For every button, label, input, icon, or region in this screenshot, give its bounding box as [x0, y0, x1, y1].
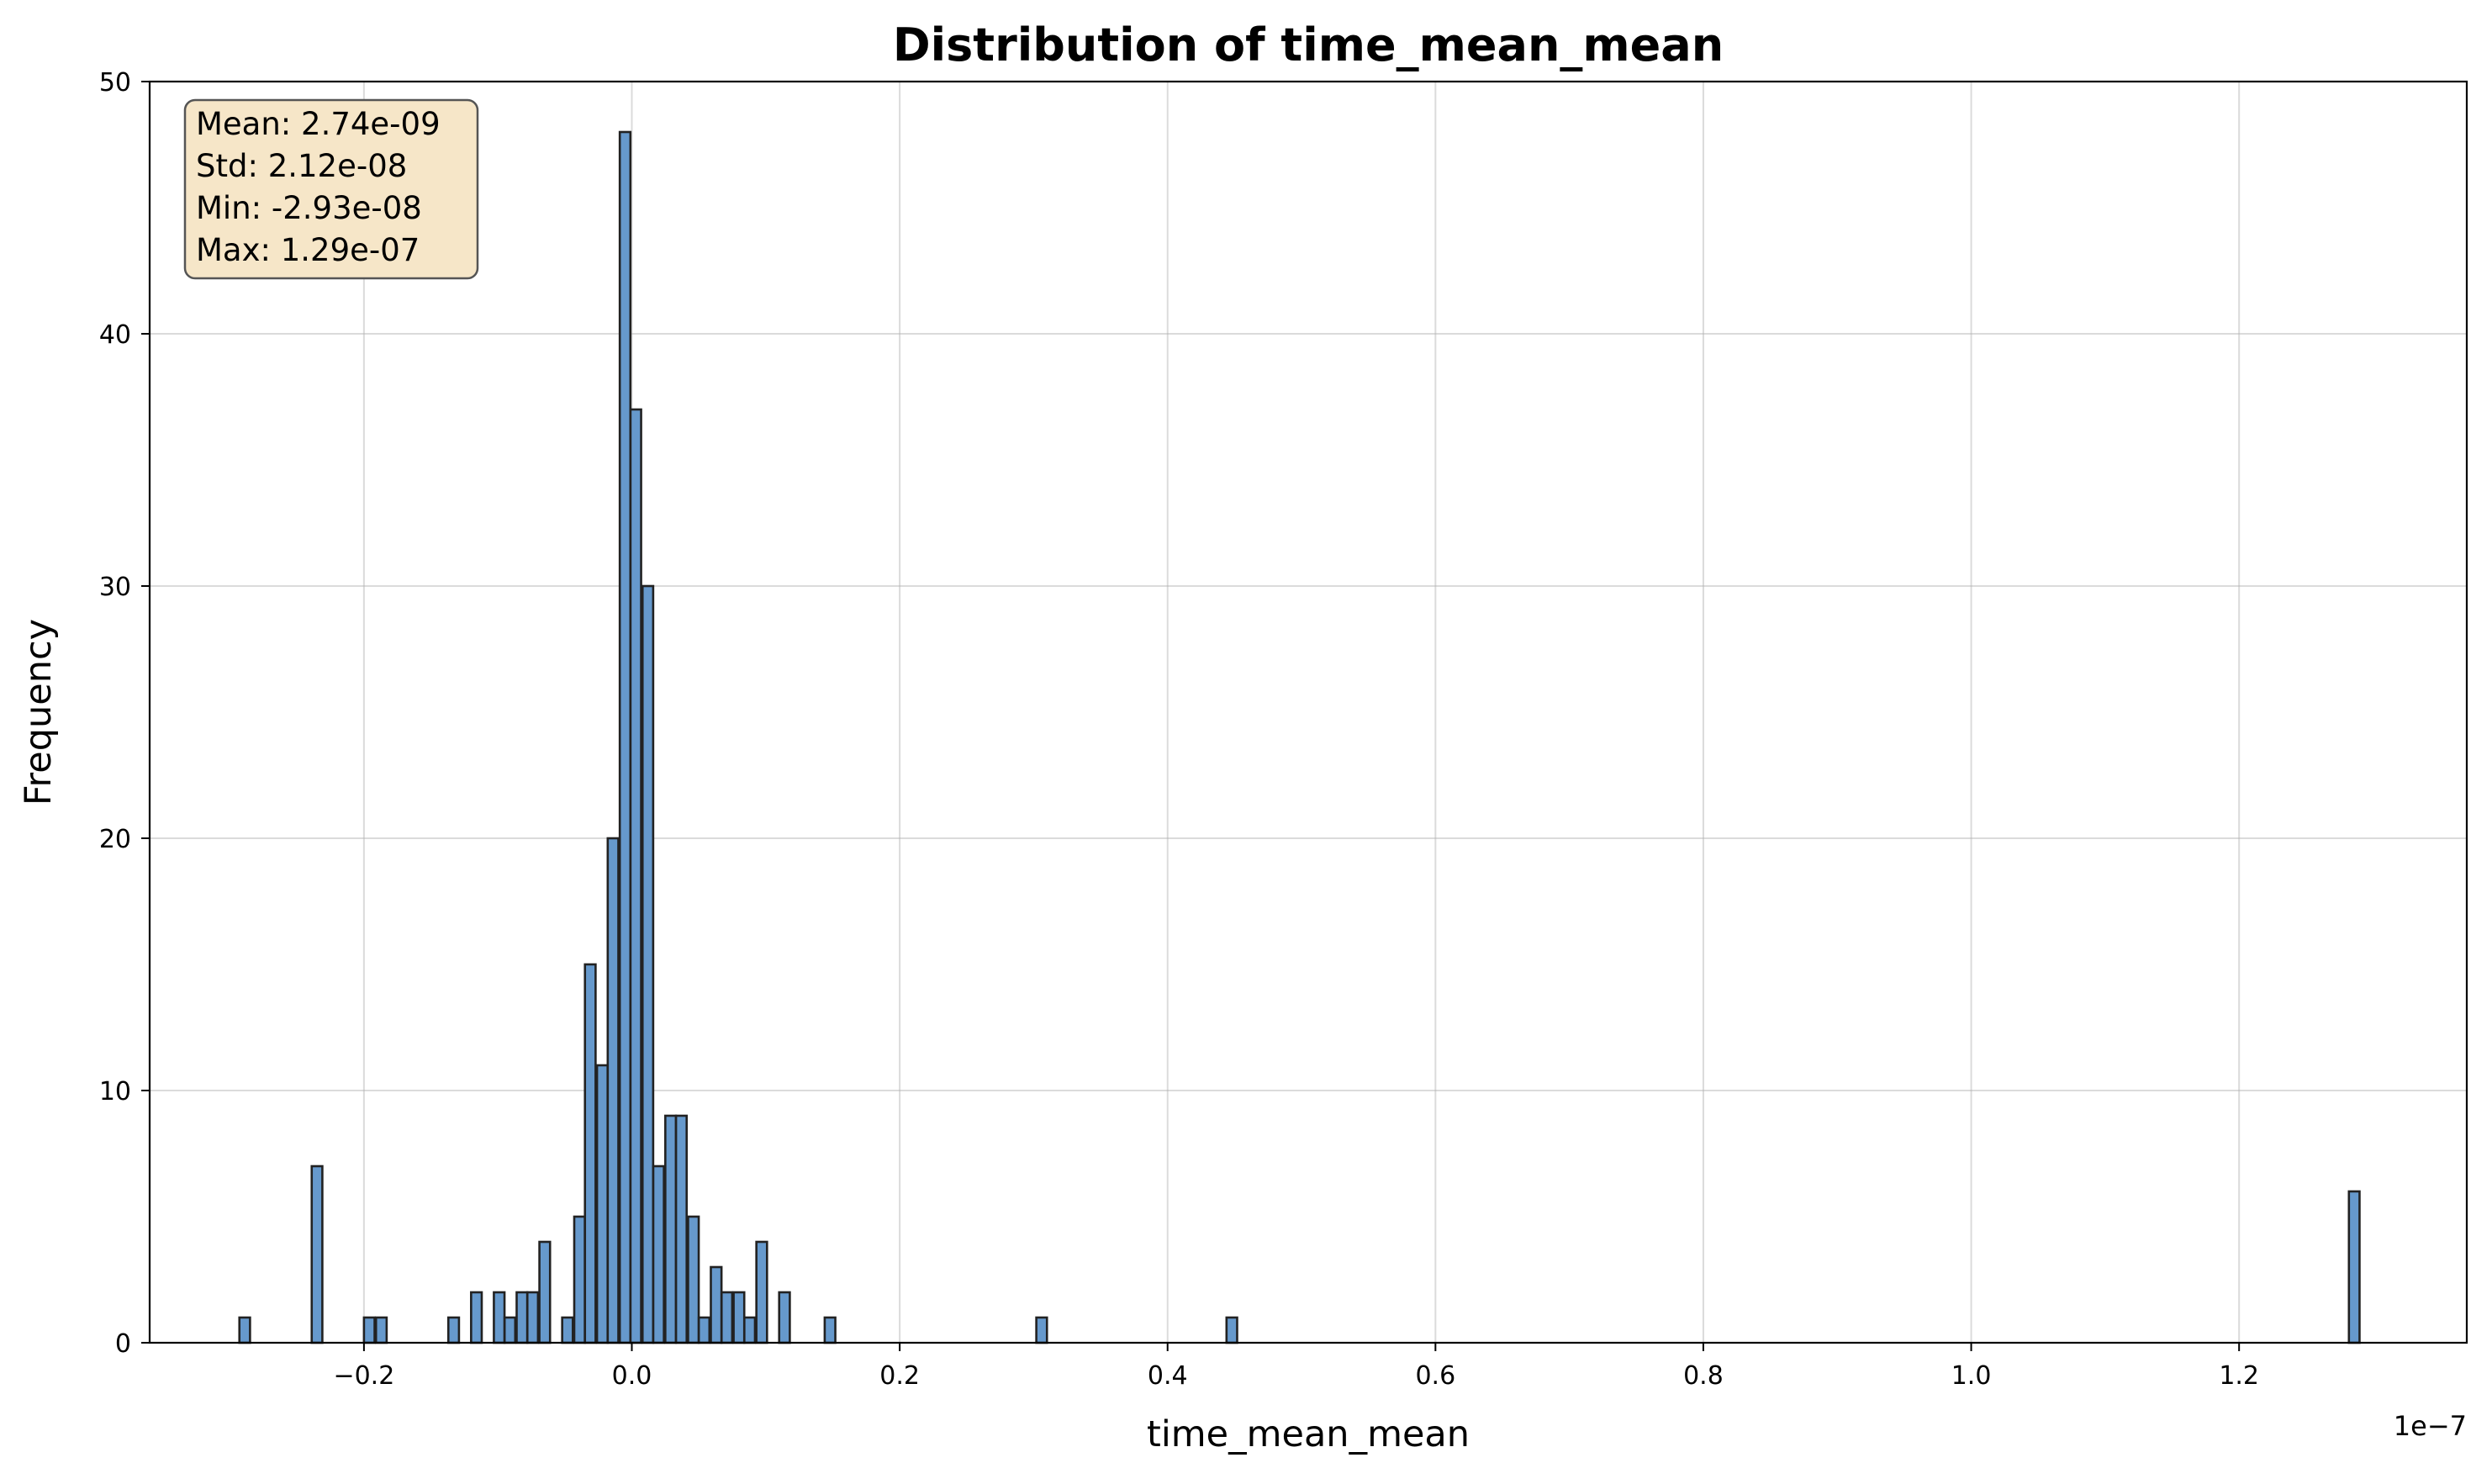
histogram-bar: [583, 963, 597, 1344]
histogram-bar: [823, 1316, 837, 1344]
stats-std: Std: 2.12e-08: [196, 148, 407, 184]
histogram-bar: [664, 1114, 678, 1344]
histogram-bar: [674, 1114, 689, 1344]
x-tick-label: 0.0: [612, 1361, 652, 1391]
histogram-bar: [573, 1215, 586, 1344]
histogram-bar: [2347, 1190, 2361, 1344]
y-tick-label: 0: [115, 1329, 131, 1359]
histogram-bar: [470, 1291, 483, 1344]
histogram-bar: [743, 1316, 757, 1344]
x-tick-label: 0.8: [1683, 1361, 1724, 1391]
y-tick-label: 10: [99, 1077, 131, 1106]
histogram-bar: [362, 1316, 376, 1344]
histogram-bar: [525, 1291, 540, 1344]
histogram-bar: [755, 1240, 768, 1344]
x-tick-label: 1.0: [1951, 1361, 1992, 1391]
y-axis-label: Frequency: [18, 619, 60, 805]
histogram-bar: [503, 1316, 517, 1344]
x-axis-offset-label: 1e−7: [2394, 1410, 2467, 1442]
histogram-bar: [446, 1316, 461, 1344]
histogram-bar: [606, 837, 620, 1344]
histogram-bar: [710, 1265, 723, 1344]
histogram-bar: [1035, 1316, 1048, 1344]
histogram-bar: [1225, 1316, 1238, 1344]
histogram-bar: [697, 1316, 711, 1344]
histogram-bar: [629, 408, 642, 1344]
histogram-bar: [493, 1291, 506, 1344]
stats-mean: Mean: 2.74e-09: [196, 106, 441, 142]
histogram-bar: [595, 1064, 610, 1344]
histogram-bar: [561, 1316, 574, 1344]
x-tick-label: −0.2: [333, 1361, 394, 1391]
stats-box: Mean: 2.74e-09 Std: 2.12e-08 Min: -2.93e…: [183, 98, 479, 280]
x-tick-label: 0.2: [879, 1361, 920, 1391]
histogram-bar: [778, 1291, 791, 1344]
histogram-bar: [310, 1164, 324, 1344]
ticks-layer: −0.2 0.0 0.2 0.4 0.6 0.8 1.0 1.2 0 10 20 30 40 50: [99, 68, 2259, 1391]
y-tick-label: 40: [99, 320, 131, 350]
plot-frame: [148, 80, 2468, 1344]
x-tick-label: 0.6: [1415, 1361, 1455, 1391]
y-tick-label: 50: [99, 68, 131, 98]
histogram-bar: [538, 1240, 552, 1344]
y-tick-label: 20: [99, 825, 131, 854]
histogram-bar: [732, 1291, 746, 1344]
stats-max: Max: 1.29e-07: [196, 232, 420, 268]
histogram-bar: [238, 1316, 251, 1344]
x-axis-label: time_mean_mean: [1147, 1413, 1470, 1455]
stats-min: Min: -2.93e-08: [196, 190, 422, 226]
histogram-bar: [720, 1291, 734, 1344]
histogram-bar: [652, 1164, 665, 1344]
stats-box-background: [183, 98, 479, 280]
histogram-bar: [515, 1291, 529, 1344]
histogram-bar: [618, 130, 632, 1344]
x-tick-label: 0.4: [1148, 1361, 1188, 1391]
chart-title: Distribution of time_mean_mean: [893, 18, 1724, 71]
histogram-bar: [687, 1215, 700, 1344]
histogram-bar: [374, 1316, 388, 1344]
x-tick-label: 1.2: [2219, 1361, 2259, 1391]
y-tick-label: 30: [99, 573, 131, 602]
histogram-bar: [641, 584, 655, 1344]
